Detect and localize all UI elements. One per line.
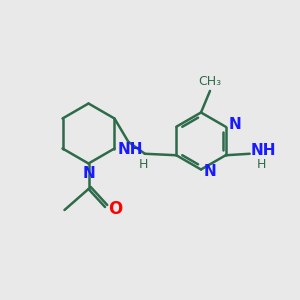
Text: NH: NH	[118, 142, 143, 157]
Text: N: N	[229, 117, 242, 132]
Text: NH: NH	[250, 143, 276, 158]
Text: H: H	[139, 158, 148, 171]
Text: O: O	[109, 200, 123, 218]
Text: CH₃: CH₃	[198, 75, 222, 88]
Text: N: N	[204, 164, 217, 178]
Text: H: H	[257, 158, 266, 171]
Text: N: N	[82, 166, 95, 181]
